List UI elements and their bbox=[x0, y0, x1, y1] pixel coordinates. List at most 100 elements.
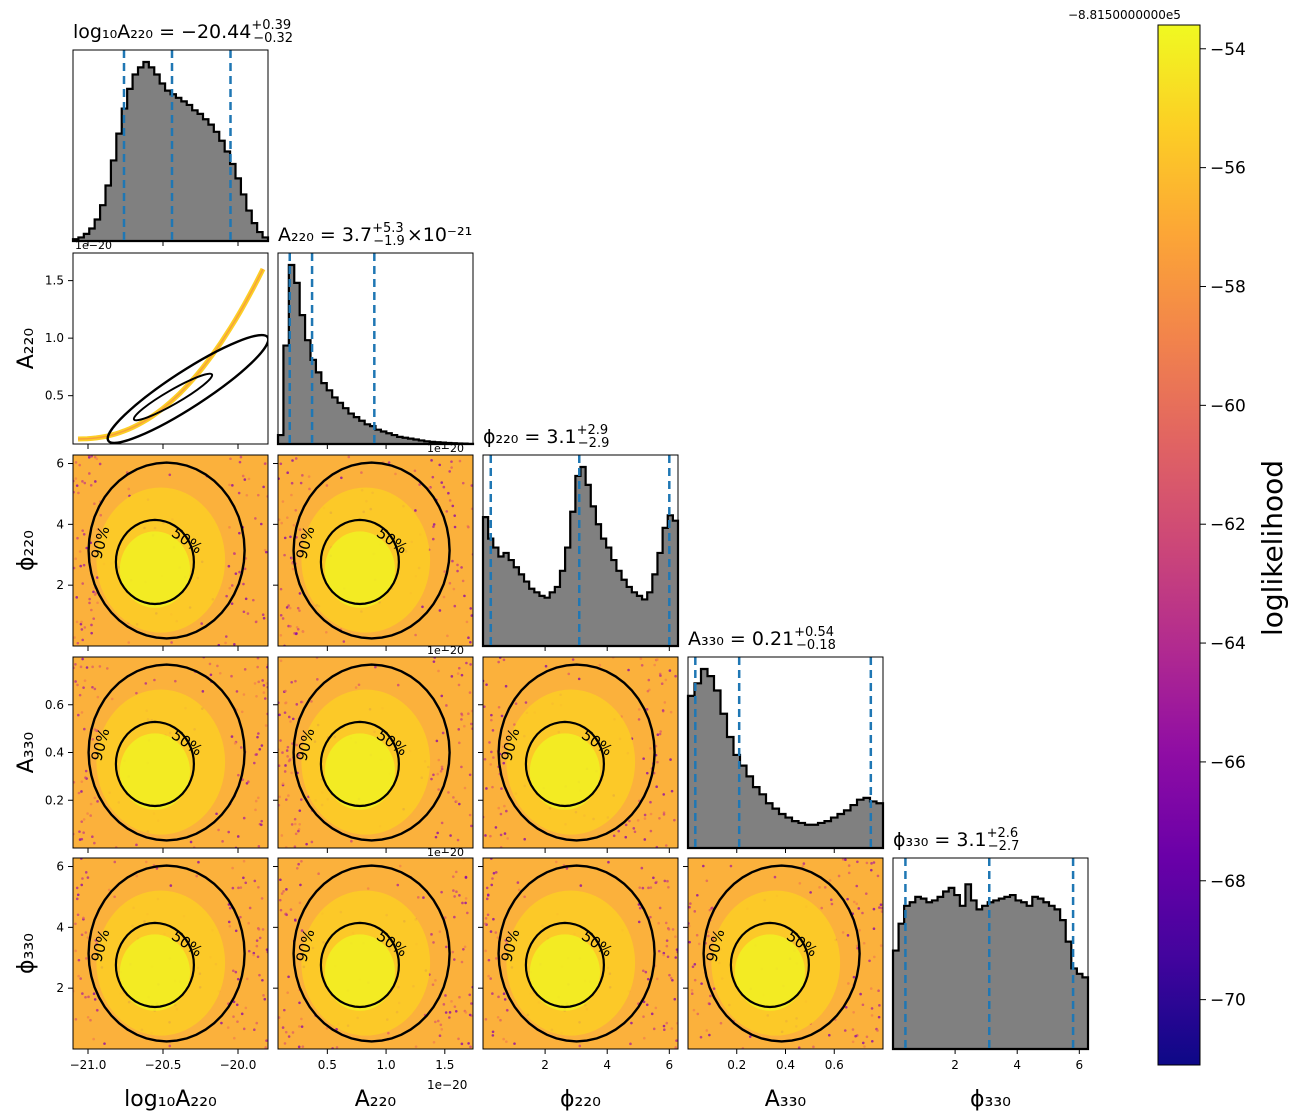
sample-point bbox=[513, 1042, 516, 1045]
sample-point bbox=[286, 516, 289, 519]
sample-point bbox=[847, 871, 851, 875]
sample-point bbox=[291, 567, 295, 571]
sample-point bbox=[664, 921, 668, 925]
sample-point bbox=[861, 1003, 865, 1007]
sample-point bbox=[279, 613, 283, 617]
sample-point bbox=[436, 1019, 440, 1023]
sample-point bbox=[264, 1046, 268, 1049]
sample-point bbox=[260, 819, 264, 823]
sample-point bbox=[491, 877, 494, 880]
sample-point bbox=[89, 802, 93, 806]
x-tick-label: 2 bbox=[951, 1058, 959, 1072]
histogram-step-phi330 bbox=[891, 883, 1090, 1051]
sample-point bbox=[232, 552, 236, 555]
sample-point bbox=[662, 813, 666, 816]
sample-point bbox=[325, 1026, 329, 1030]
sample-point bbox=[709, 994, 712, 998]
sample-point bbox=[280, 834, 284, 837]
sample-point bbox=[662, 951, 666, 955]
sample-point bbox=[105, 667, 109, 670]
sample-point bbox=[830, 902, 834, 906]
colorbar-tick-label: −56 bbox=[1210, 159, 1246, 179]
sample-point bbox=[855, 944, 859, 948]
sample-point bbox=[387, 1031, 390, 1035]
density-fills bbox=[73, 62, 1088, 1049]
sample-point bbox=[155, 867, 159, 870]
sample-point bbox=[98, 462, 102, 466]
sample-point bbox=[252, 953, 255, 957]
sample-point bbox=[80, 620, 83, 624]
sample-point bbox=[240, 1012, 244, 1016]
sample-point bbox=[454, 1010, 458, 1013]
sample-point bbox=[467, 1042, 470, 1045]
sample-point bbox=[88, 472, 91, 475]
sample-point bbox=[505, 809, 508, 813]
sample-point bbox=[432, 1041, 436, 1044]
sample-point bbox=[261, 679, 264, 682]
sample-point bbox=[242, 693, 246, 696]
sample-point bbox=[653, 663, 656, 667]
sample-point bbox=[93, 687, 97, 691]
sample-point bbox=[499, 1018, 502, 1022]
sample-point bbox=[234, 929, 238, 933]
sample-point bbox=[438, 930, 442, 933]
sample-point bbox=[298, 528, 302, 531]
sample-point bbox=[649, 800, 652, 804]
x-tick-label: 0.5 bbox=[318, 1058, 337, 1072]
sample-point bbox=[254, 808, 257, 812]
sample-point bbox=[516, 881, 520, 884]
sample-point bbox=[282, 890, 285, 893]
y-tick-label: 2 bbox=[56, 981, 64, 995]
sample-point bbox=[231, 484, 234, 487]
colorbar-tick-label: −60 bbox=[1210, 396, 1246, 416]
sample-point bbox=[638, 886, 642, 889]
sample-point bbox=[257, 927, 261, 931]
sample-point bbox=[79, 665, 83, 669]
sample-point bbox=[494, 826, 498, 829]
sample-point bbox=[285, 606, 289, 609]
sample-point bbox=[451, 504, 455, 508]
sample-point bbox=[93, 502, 96, 506]
sample-point bbox=[242, 582, 245, 586]
sample-point bbox=[93, 998, 97, 1001]
sample-point bbox=[523, 895, 526, 899]
sample-point bbox=[708, 1033, 711, 1037]
sample-point bbox=[247, 477, 251, 481]
histogram-step-log10A220 bbox=[71, 60, 270, 243]
sample-point bbox=[828, 879, 832, 882]
panel-frame-4-4 bbox=[892, 857, 1089, 1050]
sample-point bbox=[293, 918, 297, 922]
density-log10A220-vs-phi330 bbox=[73, 858, 268, 1049]
sample-point bbox=[262, 485, 265, 489]
sample-point bbox=[228, 586, 232, 590]
sample-point bbox=[228, 483, 231, 487]
sample-point bbox=[657, 921, 660, 925]
sample-point bbox=[640, 663, 644, 667]
sample-point bbox=[431, 537, 435, 541]
sample-point bbox=[469, 640, 472, 644]
y-axis-label-phi220: ϕ₂₂₀ bbox=[14, 530, 39, 571]
sample-point bbox=[445, 704, 448, 707]
sample-point bbox=[73, 636, 76, 639]
sample-point bbox=[484, 922, 487, 926]
sample-point bbox=[579, 884, 583, 887]
sample-point bbox=[464, 1011, 468, 1014]
sample-point bbox=[432, 773, 435, 777]
x-tick-label: 6 bbox=[665, 1058, 673, 1072]
sample-point bbox=[236, 1020, 239, 1023]
x-tick-label: 1.0 bbox=[377, 1058, 396, 1072]
sample-point bbox=[440, 890, 443, 894]
sample-point bbox=[877, 1015, 881, 1019]
sample-point bbox=[642, 1036, 646, 1040]
sample-point bbox=[697, 942, 701, 946]
sample-point bbox=[168, 1044, 172, 1048]
sample-point bbox=[294, 508, 298, 512]
histogram-fill-log10A220 bbox=[73, 62, 268, 241]
sample-point bbox=[74, 949, 77, 953]
sample-point bbox=[469, 607, 473, 610]
sample-point bbox=[422, 896, 425, 899]
sample-point bbox=[366, 887, 370, 890]
sample-point bbox=[571, 658, 575, 661]
y-tick-label: 4 bbox=[56, 517, 64, 531]
sample-point bbox=[665, 939, 669, 942]
